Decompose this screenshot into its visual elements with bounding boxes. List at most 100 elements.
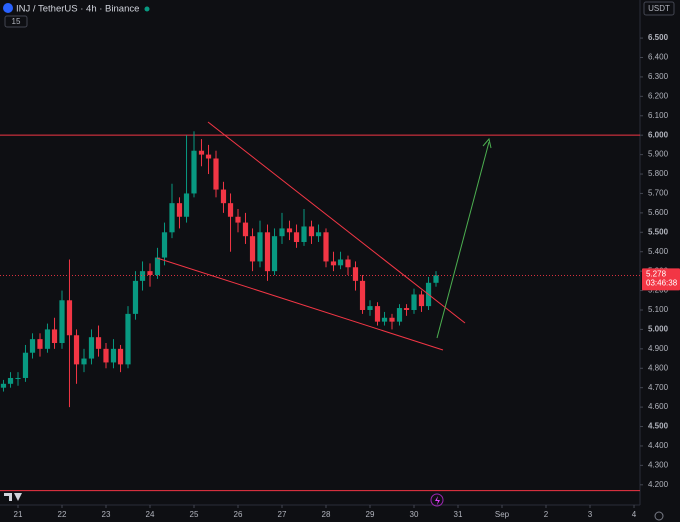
candle-body bbox=[7, 377, 14, 384]
candle-body bbox=[433, 275, 439, 283]
x-tick-label: 23 bbox=[102, 510, 111, 519]
candle-body bbox=[176, 203, 183, 217]
candle-body bbox=[330, 261, 337, 266]
y-tick-label: 6.100 bbox=[648, 111, 669, 120]
y-tick-label: 5.000 bbox=[648, 325, 669, 334]
interval-badge-box[interactable] bbox=[4, 15, 28, 28]
candle-body bbox=[352, 267, 359, 281]
candle-body bbox=[381, 317, 388, 322]
x-tick-label: 24 bbox=[146, 510, 155, 519]
candle-body bbox=[103, 348, 109, 363]
candle-body bbox=[95, 337, 102, 349]
candle-body bbox=[66, 300, 73, 336]
y-tick-label: 4.500 bbox=[648, 422, 669, 431]
candle-body bbox=[73, 335, 80, 365]
candle-body bbox=[191, 150, 197, 194]
candle-body bbox=[323, 232, 329, 262]
candle-body bbox=[147, 271, 153, 276]
candle-body bbox=[183, 193, 190, 217]
x-tick-label: 30 bbox=[410, 510, 419, 519]
plot bbox=[0, 131, 640, 492]
candle-body bbox=[169, 203, 175, 233]
arrow-line bbox=[436, 141, 490, 339]
candle-body bbox=[125, 313, 131, 365]
y-tick-label: 6.400 bbox=[648, 53, 669, 62]
candle-body bbox=[403, 308, 410, 310]
trendline-lower bbox=[156, 257, 444, 351]
y-tick-label: 4.900 bbox=[648, 344, 669, 353]
y-tick-label: 4.700 bbox=[648, 383, 669, 392]
symbol-icon bbox=[3, 3, 13, 13]
y-tick-label: 6.000 bbox=[648, 130, 669, 139]
last-price-box bbox=[642, 268, 680, 291]
candle-body bbox=[345, 259, 351, 268]
candle-body bbox=[359, 280, 366, 310]
candle-body bbox=[110, 348, 117, 363]
x-tick-label: 27 bbox=[278, 510, 287, 519]
candle-body bbox=[249, 236, 256, 262]
alert-icon[interactable] bbox=[430, 493, 444, 507]
interval-badge[interactable]: 15 bbox=[12, 17, 21, 26]
currency[interactable]: USDT bbox=[648, 4, 670, 13]
candle-body bbox=[132, 280, 139, 314]
x-tick-label: 29 bbox=[366, 510, 375, 519]
y-tick-label: 5.100 bbox=[648, 305, 669, 314]
last-price-label: 5.278 bbox=[646, 270, 667, 279]
logo bbox=[4, 493, 22, 501]
candle-body bbox=[117, 348, 124, 365]
candle-body bbox=[279, 228, 285, 237]
currency-box[interactable] bbox=[643, 1, 675, 16]
candle-body bbox=[389, 317, 395, 322]
candle-body bbox=[308, 226, 315, 237]
candle-body bbox=[0, 383, 7, 388]
trendline-upper bbox=[207, 121, 466, 324]
candle-body bbox=[242, 222, 249, 237]
candle-body bbox=[396, 308, 403, 322]
candle-body bbox=[198, 150, 205, 155]
x-tick-label: 2 bbox=[544, 510, 549, 519]
settings-icon[interactable] bbox=[654, 511, 664, 521]
candle-body bbox=[301, 226, 307, 243]
candle-body bbox=[367, 306, 373, 310]
y-tick-label: 6.200 bbox=[648, 91, 669, 100]
candle-body bbox=[235, 216, 241, 223]
candle-body bbox=[411, 294, 417, 310]
candle-body bbox=[271, 236, 278, 272]
y-tick-label: 6.500 bbox=[648, 33, 669, 42]
y-tick-label: 4.800 bbox=[648, 363, 669, 372]
candle-body bbox=[205, 154, 212, 159]
x-tick-label: 3 bbox=[588, 510, 593, 519]
candle-body bbox=[81, 358, 87, 365]
candle-body bbox=[220, 189, 227, 204]
y-tick-label: 4.200 bbox=[648, 480, 669, 489]
candle-body bbox=[44, 329, 51, 349]
y-tick-label: 5.600 bbox=[648, 208, 669, 217]
y-tick-label: 5.400 bbox=[648, 247, 669, 256]
x-tick-label: Sep bbox=[495, 510, 510, 519]
x-tick-label: 31 bbox=[454, 510, 463, 519]
candle-body bbox=[264, 232, 271, 272]
x-tick-label: 28 bbox=[322, 510, 331, 519]
candle-body bbox=[88, 337, 95, 359]
y-tick-label: 6.300 bbox=[648, 72, 669, 81]
countdown-label: 03:46:38 bbox=[646, 279, 678, 288]
candle-body bbox=[51, 329, 58, 344]
candle-body bbox=[213, 158, 219, 190]
status-dot bbox=[144, 6, 150, 12]
x-tick-label: 26 bbox=[234, 510, 243, 519]
y-tick-label: 5.700 bbox=[648, 189, 669, 198]
y-tick-label: 5.500 bbox=[648, 227, 669, 236]
candle-body bbox=[15, 377, 21, 379]
y-tick-label: 5.900 bbox=[648, 150, 669, 159]
x-tick-label: 22 bbox=[58, 510, 67, 519]
candle-body bbox=[257, 232, 263, 262]
arrow-head bbox=[482, 137, 492, 149]
chart-title: INJ / TetherUS · 4h · Binance bbox=[16, 4, 139, 15]
candle-body bbox=[293, 232, 300, 243]
candle-body bbox=[315, 232, 322, 237]
candle-body bbox=[337, 259, 344, 266]
y-tick-label: 5.800 bbox=[648, 169, 669, 178]
candle-body bbox=[59, 300, 65, 344]
candle-body bbox=[418, 294, 425, 307]
